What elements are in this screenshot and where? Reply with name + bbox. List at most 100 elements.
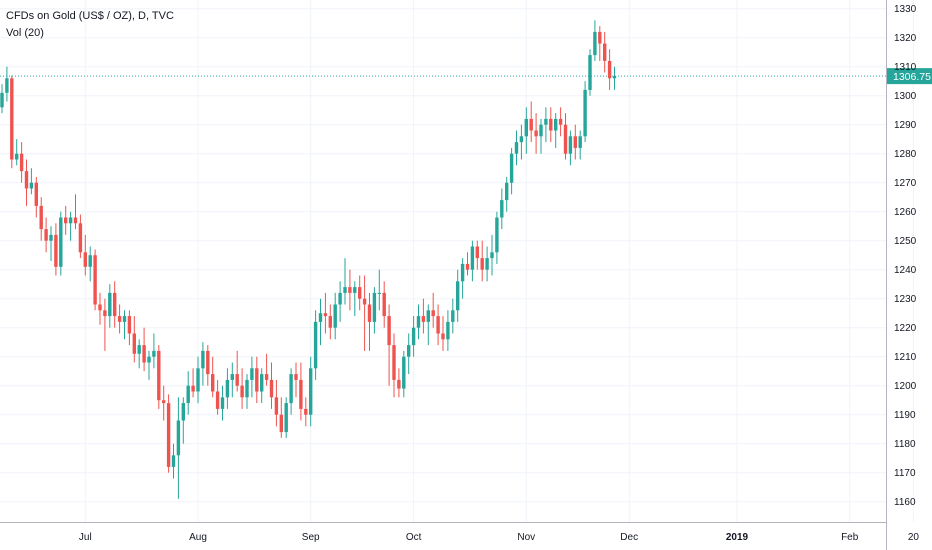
candle-body (568, 136, 573, 154)
candle-body (279, 414, 283, 433)
candle-body (64, 217, 68, 224)
candle-body (49, 234, 53, 241)
candle-body (534, 130, 538, 137)
candle-body (269, 379, 274, 398)
candle (544, 107, 548, 143)
candle (260, 368, 264, 404)
candle-body (382, 292, 386, 317)
candle (470, 240, 475, 282)
y-tick-label: 1330 (894, 4, 917, 15)
candle-body (191, 385, 195, 392)
candle-body (460, 263, 465, 282)
candle (397, 368, 401, 398)
candle-body (245, 379, 249, 398)
candle-body (402, 356, 406, 389)
x-tick-label: Feb (841, 532, 859, 543)
candle (505, 176, 509, 212)
candle (387, 304, 391, 386)
candle (563, 113, 568, 160)
candle (122, 310, 127, 340)
candle (162, 385, 166, 421)
y-tick-label: 1180 (894, 439, 916, 450)
candle (323, 292, 328, 334)
candle (343, 258, 347, 305)
candle (93, 249, 97, 311)
candle (318, 298, 323, 346)
candle (5, 66, 9, 102)
candle (416, 304, 421, 340)
candle (529, 101, 533, 143)
candle (382, 281, 386, 328)
candle-body (0, 92, 4, 108)
candle (338, 281, 342, 322)
candle (519, 124, 524, 160)
candle-body (220, 397, 225, 409)
last-price-line: 1306.75 (0, 68, 932, 85)
candle (225, 368, 230, 409)
candle (49, 226, 53, 261)
candle (88, 246, 92, 282)
candle (245, 374, 249, 409)
candle-body (446, 321, 450, 340)
candle-body (343, 287, 347, 293)
candle-body (78, 223, 83, 253)
candle-body (387, 316, 391, 346)
candle (358, 275, 362, 311)
last-price-label: 1306.75 (893, 71, 931, 83)
candle-body (304, 408, 308, 415)
candle-body (451, 310, 455, 322)
x-tick-label: Oct (406, 532, 422, 543)
candle (269, 362, 274, 409)
candle-body (598, 31, 602, 44)
candle-body (318, 313, 323, 322)
candle-body (142, 345, 146, 363)
candle (152, 333, 156, 369)
candle-body (34, 182, 38, 206)
candle (593, 20, 597, 61)
candle (578, 130, 582, 160)
candle (157, 345, 161, 409)
candle-body (24, 171, 29, 189)
candle (176, 397, 181, 499)
y-tick-label: 1190 (894, 410, 916, 421)
candle (191, 368, 195, 398)
chart-title: CFDs on Gold (US$ / OZ), D, TVC (6, 10, 174, 22)
x-tick-label: Jul (79, 532, 92, 543)
candle (215, 379, 220, 415)
candle (485, 246, 489, 282)
candle (588, 49, 592, 96)
candle-body (93, 255, 97, 305)
candle (147, 350, 151, 380)
candle (235, 350, 239, 392)
candle (362, 275, 367, 351)
candle-body (19, 153, 24, 172)
candle (372, 287, 377, 334)
candle (142, 327, 146, 372)
candle-body (108, 292, 112, 317)
candle-body (176, 420, 181, 456)
x-tick-label: 2019 (726, 532, 749, 543)
candle-body (260, 374, 264, 392)
candle-body (505, 182, 509, 201)
candle (612, 66, 617, 90)
candle-body (578, 136, 582, 148)
candle-body (529, 118, 533, 131)
candle-body (299, 379, 303, 409)
candle-body (475, 246, 479, 259)
candle (490, 234, 494, 276)
candle (220, 385, 225, 421)
candle-body (407, 345, 411, 357)
candle-body (519, 136, 524, 143)
candle (98, 292, 102, 325)
candle-body (235, 374, 239, 386)
candle (509, 147, 514, 195)
candle-body (201, 350, 205, 369)
candle (78, 214, 83, 259)
candle-body (98, 304, 102, 311)
candle (0, 84, 4, 114)
candle-body (122, 316, 127, 322)
candle (456, 269, 460, 322)
candle (607, 49, 612, 90)
